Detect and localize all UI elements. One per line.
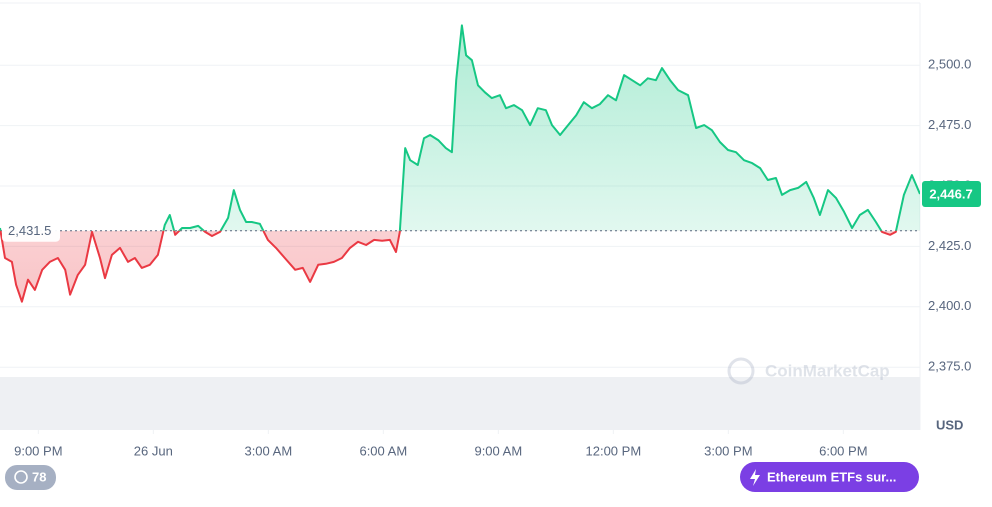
volume-band [0, 377, 920, 430]
x-tick-label: 26 Jun [134, 443, 173, 458]
bolt-icon [750, 469, 760, 486]
last-price-badge [922, 180, 981, 207]
y-tick-label: 2,375.0 [928, 359, 971, 374]
x-tick-label: 9:00 AM [474, 443, 522, 458]
watermark: CoinMarketCap [727, 357, 890, 385]
x-tick-label: 3:00 PM [704, 443, 752, 458]
last-price-label: 2,446.7 [929, 186, 972, 201]
y-tick-label: 2,400.0 [928, 298, 971, 313]
area-up [0, 25, 920, 231]
news-badge[interactable]: Ethereum ETFs sur... [740, 462, 919, 492]
baseline-label: 2,431.5 [8, 223, 51, 238]
watermark-logo [727, 357, 755, 385]
history-badge[interactable]: 78 [5, 465, 56, 490]
news-pill[interactable] [740, 462, 919, 492]
y-tick-label: 2,475.0 [928, 117, 971, 132]
history-icon [14, 470, 28, 484]
x-tick-label: 9:00 PM [14, 443, 62, 458]
baseline-badge [2, 219, 60, 242]
price-line-down [0, 230, 898, 303]
price-line-up [0, 24, 920, 231]
history-pill[interactable] [5, 465, 56, 490]
watermark-text: CoinMarketCap [765, 361, 890, 380]
news-text: Ethereum ETFs sur... [767, 469, 896, 484]
unit-label: USD [936, 417, 963, 432]
x-tick-label: 12:00 PM [586, 443, 642, 458]
x-tick-label: 3:00 AM [244, 443, 292, 458]
x-tick-label: 6:00 AM [359, 443, 407, 458]
history-count: 78 [32, 469, 46, 484]
y-tick-label: 2,500.0 [928, 57, 971, 72]
y-tick-label: 2,425.0 [928, 238, 971, 253]
x-tick-label: 6:00 PM [819, 443, 867, 458]
